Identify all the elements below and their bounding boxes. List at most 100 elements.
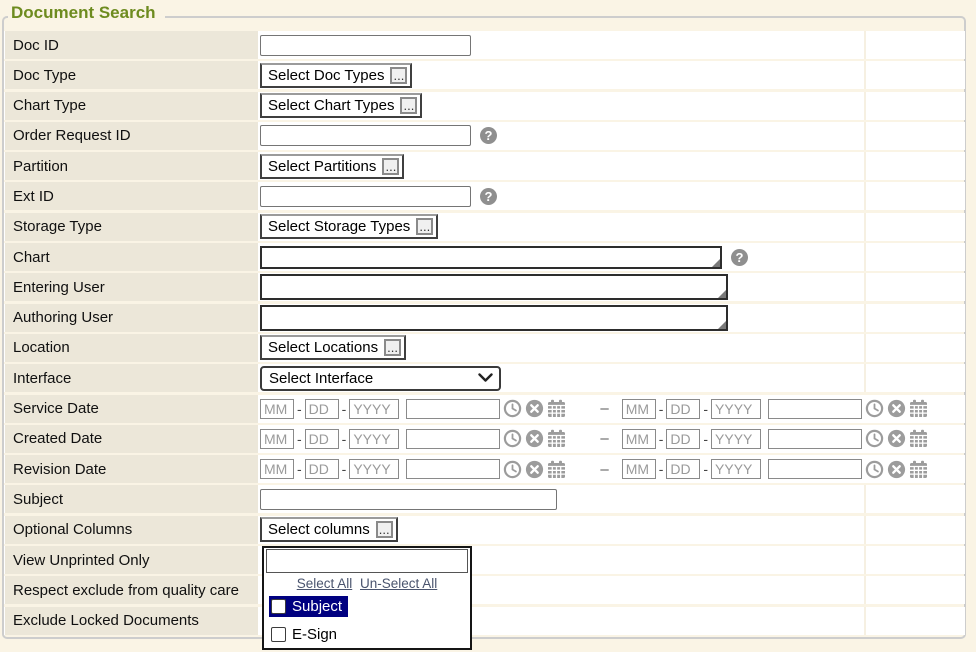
row-label: Partition bbox=[5, 152, 258, 181]
row-label: Location bbox=[5, 333, 258, 362]
interface-select[interactable]: Select Interface bbox=[260, 365, 501, 391]
search-form: Doc ID Doc Type Select Doc Types ... Cha… bbox=[4, 31, 965, 637]
form-row-ext-id: Ext ID ? bbox=[4, 182, 965, 211]
ellipsis-button[interactable]: ... bbox=[375, 521, 393, 539]
time-input[interactable] bbox=[768, 398, 863, 419]
doc-id-input[interactable] bbox=[260, 34, 471, 56]
row-label: Optional Columns bbox=[5, 515, 258, 544]
form-row-exclude-locked: Exclude Locked Documents bbox=[4, 606, 965, 635]
columns-filter-input[interactable] bbox=[266, 549, 468, 573]
month-input[interactable] bbox=[621, 398, 656, 419]
form-row-entering-user: Entering User bbox=[4, 273, 965, 302]
service-date-to-group: - - bbox=[621, 398, 928, 419]
year-input[interactable] bbox=[349, 459, 400, 480]
time-input[interactable] bbox=[406, 428, 501, 449]
order-request-id-input[interactable] bbox=[260, 125, 471, 147]
help-icon[interactable]: ? bbox=[480, 127, 497, 145]
day-input[interactable] bbox=[304, 428, 339, 449]
help-icon[interactable]: ? bbox=[480, 187, 497, 205]
option-subject[interactable]: Subject bbox=[269, 596, 349, 617]
calendar-icon[interactable] bbox=[909, 429, 928, 448]
year-input[interactable] bbox=[711, 459, 762, 480]
clock-icon[interactable] bbox=[865, 399, 884, 418]
row-label: Ext ID bbox=[5, 182, 258, 211]
select-all-link[interactable]: Select All bbox=[296, 576, 353, 591]
clear-icon[interactable] bbox=[887, 460, 906, 479]
clock-icon[interactable] bbox=[865, 460, 884, 479]
year-input[interactable] bbox=[349, 428, 400, 449]
row-label: Respect exclude from quality care bbox=[5, 576, 258, 605]
time-input[interactable] bbox=[406, 459, 501, 480]
form-row-created-date: Created Date - - – - - bbox=[4, 424, 965, 453]
option-esign[interactable]: E-Sign bbox=[269, 624, 343, 645]
help-icon[interactable]: ? bbox=[731, 248, 748, 266]
ext-id-input[interactable] bbox=[260, 185, 471, 207]
subject-input[interactable] bbox=[260, 488, 557, 510]
chart-textarea[interactable] bbox=[260, 245, 722, 269]
storage-type-picker[interactable]: Select Storage Types ... bbox=[260, 214, 439, 240]
time-input[interactable] bbox=[768, 428, 863, 449]
year-input[interactable] bbox=[711, 428, 762, 449]
calendar-icon[interactable] bbox=[547, 399, 566, 418]
resize-grip[interactable] bbox=[718, 290, 726, 299]
calendar-icon[interactable] bbox=[547, 460, 566, 479]
day-input[interactable] bbox=[666, 398, 701, 419]
year-input[interactable] bbox=[349, 398, 400, 419]
esign-checkbox[interactable] bbox=[271, 627, 286, 642]
year-input[interactable] bbox=[711, 398, 762, 419]
option-label: E-Sign bbox=[292, 626, 338, 643]
clock-icon[interactable] bbox=[503, 399, 522, 418]
month-input[interactable] bbox=[260, 459, 294, 480]
form-row-doc-type: Doc Type Select Doc Types ... bbox=[4, 61, 965, 90]
clear-icon[interactable] bbox=[525, 460, 544, 479]
day-input[interactable] bbox=[666, 428, 701, 449]
month-input[interactable] bbox=[260, 398, 294, 419]
row-label: Revision Date bbox=[5, 455, 258, 484]
chart-type-picker[interactable]: Select Chart Types ... bbox=[260, 93, 423, 119]
unselect-all-link[interactable]: Un-Select All bbox=[360, 576, 438, 591]
subject-checkbox[interactable] bbox=[271, 599, 286, 614]
month-input[interactable] bbox=[621, 459, 656, 480]
ellipsis-button[interactable]: ... bbox=[390, 66, 408, 84]
calendar-icon[interactable] bbox=[909, 399, 928, 418]
clear-icon[interactable] bbox=[887, 429, 906, 448]
form-row-chart: Chart ? bbox=[4, 243, 965, 272]
resize-grip[interactable] bbox=[718, 320, 726, 329]
month-input[interactable] bbox=[621, 428, 656, 449]
entering-user-textarea[interactable] bbox=[260, 274, 728, 301]
row-label: Doc Type bbox=[5, 61, 258, 90]
calendar-icon[interactable] bbox=[547, 429, 566, 448]
partition-picker[interactable]: Select Partitions ... bbox=[260, 153, 405, 179]
revision-date-to-group: - - bbox=[621, 459, 928, 480]
clear-icon[interactable] bbox=[887, 399, 906, 418]
ellipsis-button[interactable]: ... bbox=[400, 97, 418, 115]
time-input[interactable] bbox=[768, 459, 863, 480]
clock-icon[interactable] bbox=[503, 460, 522, 479]
clear-icon[interactable] bbox=[525, 399, 544, 418]
clock-icon[interactable] bbox=[865, 429, 884, 448]
doc-type-picker[interactable]: Select Doc Types ... bbox=[260, 62, 413, 88]
day-input[interactable] bbox=[304, 398, 339, 419]
ellipsis-button[interactable]: ... bbox=[416, 218, 434, 236]
row-label: Doc ID bbox=[5, 31, 258, 59]
created-date-from-group: - - bbox=[260, 428, 566, 449]
form-row-storage-type: Storage Type Select Storage Types ... bbox=[4, 212, 965, 241]
day-input[interactable] bbox=[666, 459, 701, 480]
row-label: Exclude Locked Documents bbox=[5, 606, 258, 635]
calendar-icon[interactable] bbox=[909, 460, 928, 479]
form-row-revision-date: Revision Date - - – - - bbox=[4, 455, 965, 484]
time-input[interactable] bbox=[406, 398, 501, 419]
row-label: Entering User bbox=[5, 273, 258, 302]
clock-icon[interactable] bbox=[503, 429, 522, 448]
authoring-user-textarea[interactable] bbox=[260, 304, 728, 331]
ellipsis-button[interactable]: ... bbox=[384, 339, 402, 357]
resize-grip[interactable] bbox=[712, 258, 720, 267]
columns-dropdown-panel: Select All Un-Select All Subject E-Sign bbox=[262, 546, 472, 650]
day-input[interactable] bbox=[304, 459, 339, 480]
clear-icon[interactable] bbox=[525, 429, 544, 448]
ellipsis-button[interactable]: ... bbox=[382, 157, 400, 175]
optional-columns-picker[interactable]: Select columns ... bbox=[260, 517, 398, 543]
revision-date-from-group: - - bbox=[260, 459, 566, 480]
location-picker[interactable]: Select Locations ... bbox=[260, 335, 407, 361]
month-input[interactable] bbox=[260, 428, 294, 449]
